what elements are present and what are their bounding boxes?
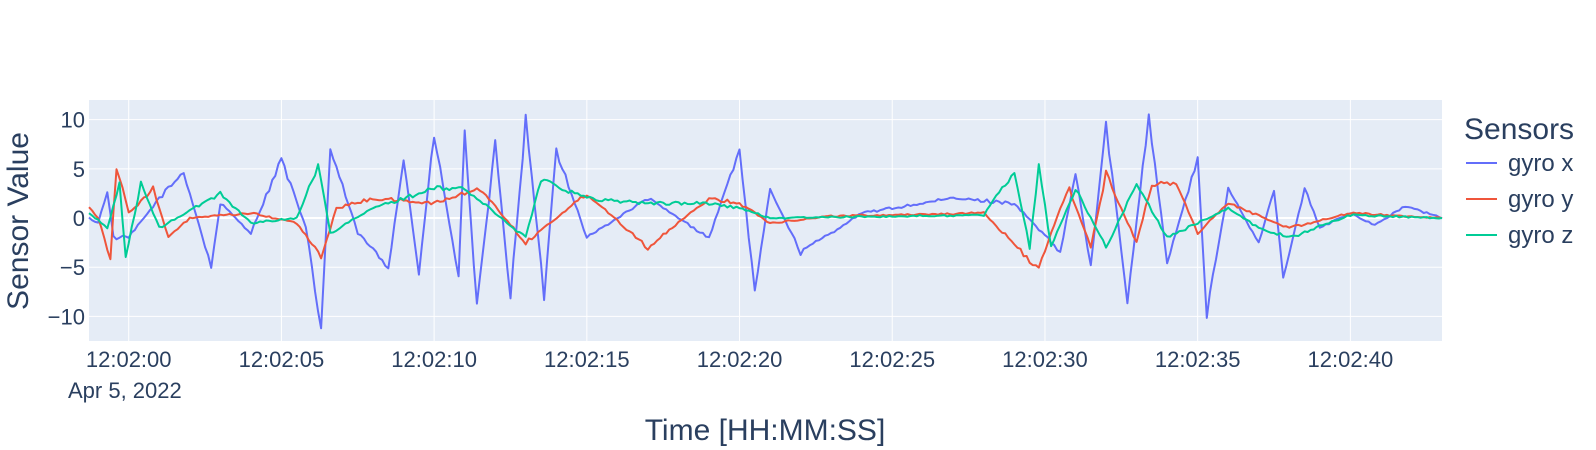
series-lines [88,113,1443,330]
x-tick-label: 12:02:30 [1002,347,1088,372]
legend-label: gyro z [1508,222,1573,249]
y-tick-label: −10 [48,304,85,329]
x-tick-label: 12:02:25 [849,347,935,372]
x-axis-date-label: Apr 5, 2022 [68,378,182,403]
series-line-gyro-x [88,113,1443,330]
y-tick-label: 10 [61,108,85,133]
legend[interactable]: Sensors gyro x gyro y gyro z [1464,113,1574,249]
legend-label: gyro x [1508,150,1573,177]
y-tick-label: 0 [73,206,85,231]
x-tick-label: 12:02:35 [1155,347,1241,372]
legend-label: gyro y [1508,186,1573,213]
x-tick-label: 12:02:20 [697,347,783,372]
legend-title: Sensors [1464,113,1574,146]
y-tick-labels: 10 5 0 −5 −10 [48,108,85,330]
x-tick-label: 12:02:00 [86,347,172,372]
x-tick-label: 12:02:40 [1308,347,1394,372]
legend-item-gyro-y[interactable]: gyro y [1466,186,1573,213]
x-tick-label: 12:02:10 [391,347,477,372]
y-axis-title: Sensor Value [2,132,35,310]
legend-item-gyro-x[interactable]: gyro x [1466,150,1573,177]
x-tick-label: 12:02:15 [544,347,630,372]
x-tick-labels: 12:02:00 12:02:05 12:02:10 12:02:15 12:02:20… [86,347,1393,372]
y-tick-label: −5 [60,255,85,280]
y-tick-label: 5 [73,157,85,182]
x-axis-title: Time [HH:MM:SS] [645,414,886,447]
series-line-gyro-z [88,163,1443,259]
legend-item-gyro-z[interactable]: gyro z [1466,222,1573,249]
x-tick-label: 12:02:05 [239,347,325,372]
